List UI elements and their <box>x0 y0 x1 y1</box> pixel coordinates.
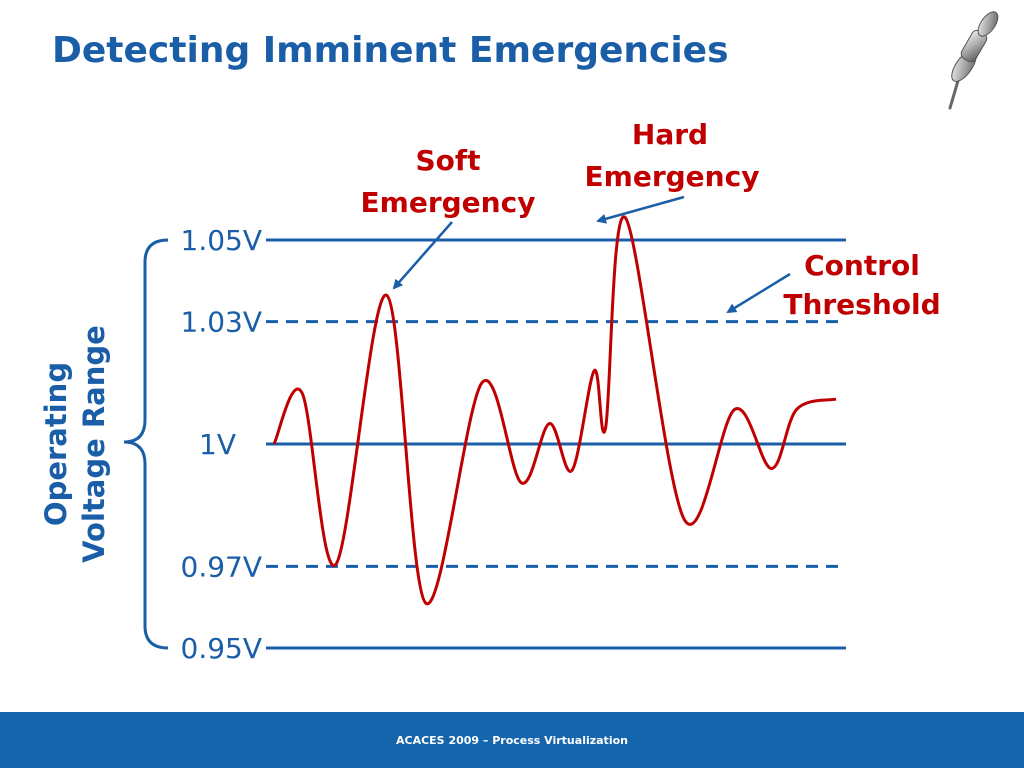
control-threshold-label-line2: Threshold <box>783 288 940 321</box>
voltage-signal-line <box>272 215 837 605</box>
footer-bar: ACACES 2009 – Process Virtualization <box>0 712 1024 768</box>
hard-emergency-arrow <box>596 195 685 224</box>
pushpin-icon <box>948 11 999 110</box>
reference-label-1-05V: 1.05V <box>181 224 263 257</box>
soft-emergency-label-line1: Soft <box>416 144 481 177</box>
reference-label-1V: 1V <box>199 428 236 461</box>
control-threshold-label-line1: Control <box>804 249 920 282</box>
hard-emergency-label-line2: Emergency <box>585 160 760 193</box>
slide-title: Detecting Imminent Emergencies <box>52 30 729 71</box>
reference-label-1-03V: 1.03V <box>181 306 263 339</box>
control-threshold-arrow <box>726 272 791 314</box>
y-axis-label-line2: Voltage Range <box>77 325 111 563</box>
voltage-chart: Operating Voltage Range 1.05V 1.03V 1V 0.97… <box>39 118 941 665</box>
footer-text: ACACES 2009 – Process Virtualization <box>396 734 628 747</box>
y-axis-label-line1: Operating <box>39 362 73 526</box>
soft-emergency-arrow <box>392 221 453 290</box>
reference-label-0-95V: 0.95V <box>181 632 263 665</box>
soft-emergency-label-line2: Emergency <box>361 186 536 219</box>
hard-emergency-label-line1: Hard <box>632 118 708 151</box>
reference-label-0-97V: 0.97V <box>181 550 263 583</box>
operating-range-brace <box>123 238 169 650</box>
